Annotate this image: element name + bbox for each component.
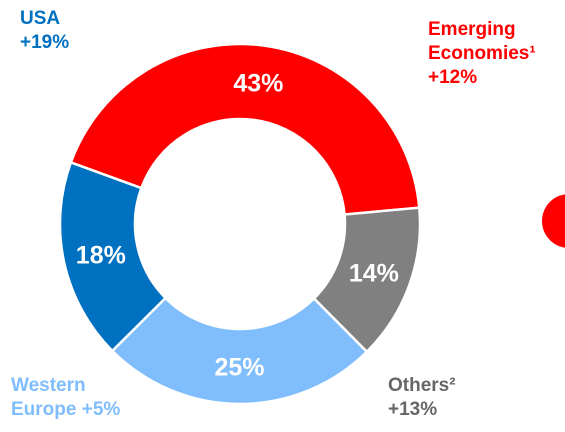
callout-emerging-line-2: Economies¹ <box>428 43 536 64</box>
callout-emerging-line-1: Emerging <box>428 19 516 40</box>
donut-slice-label-0: 43% <box>233 70 283 98</box>
callout-usa: USA +19% <box>20 7 69 55</box>
donut-slice-2 <box>110 296 369 406</box>
callout-others-line-1: Others² <box>388 375 456 396</box>
donut-slice-0 <box>69 42 421 216</box>
edge-circle-dot <box>542 194 565 248</box>
callout-western-line-1: Western <box>11 375 86 396</box>
callout-western-europe: Western Europe +5% <box>11 374 120 422</box>
callout-emerging-line-3: +12% <box>428 67 478 88</box>
donut-slice-label-1: 14% <box>349 260 399 288</box>
donut-slice-label-3: 18% <box>76 242 126 270</box>
callout-usa-line-2: +19% <box>20 32 70 53</box>
edge-circle-marker <box>538 194 565 248</box>
callout-others-line-2: +13% <box>388 399 438 420</box>
callout-western-line-2: Europe +5% <box>11 399 121 420</box>
donut-slice-3 <box>58 160 168 353</box>
callout-emerging-economies: Emerging Economies¹ +12% <box>428 18 536 90</box>
donut-slice-label-2: 25% <box>214 353 264 381</box>
callout-usa-line-1: USA <box>20 8 61 29</box>
callout-others: Others² +13% <box>388 374 456 422</box>
